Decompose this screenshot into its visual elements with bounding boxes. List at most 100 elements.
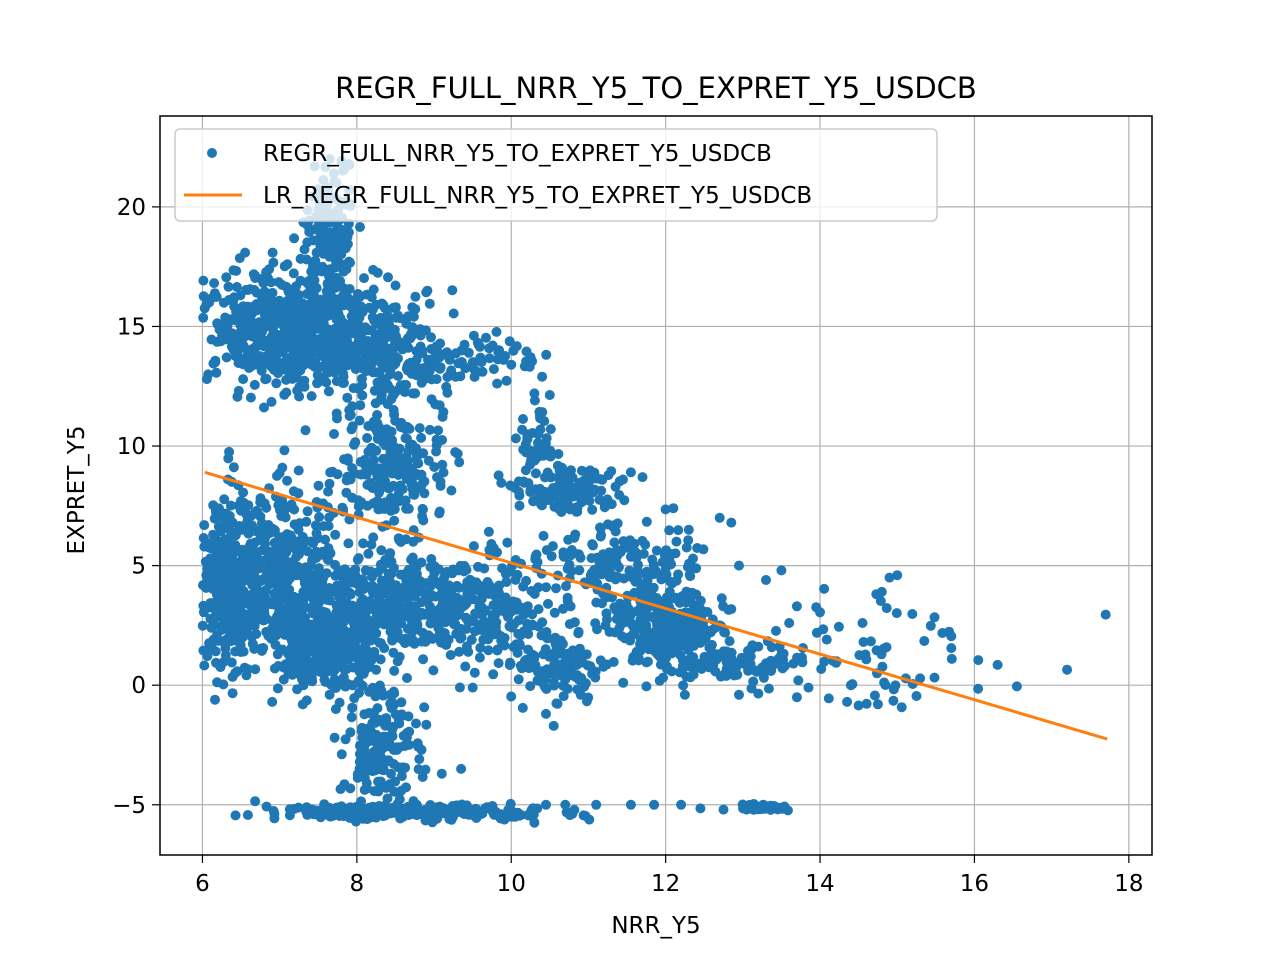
scatter-point [298, 655, 309, 665]
scatter-point [394, 534, 405, 545]
scatter-point [493, 347, 504, 358]
scatter-point [683, 524, 694, 535]
scatter-point [426, 632, 437, 643]
scatter-point [549, 607, 560, 618]
scatter-point [259, 286, 270, 297]
scatter-point [409, 591, 420, 602]
scatter-point [383, 272, 393, 283]
scatter-point [571, 506, 582, 517]
scatter-point [763, 683, 774, 694]
scatter-point [992, 659, 1003, 670]
scatter-point [344, 405, 355, 416]
scatter-point [726, 653, 737, 664]
scatter-point [245, 561, 256, 572]
scatter-point [479, 626, 490, 637]
scatter-point [656, 624, 667, 635]
scatter-point [842, 696, 853, 707]
scatter-point [372, 471, 383, 482]
scatter-point [564, 559, 575, 570]
scatter-point [223, 281, 234, 292]
scatter-point [233, 525, 244, 536]
scatter-point [402, 727, 413, 738]
scatter-point [488, 364, 499, 375]
scatter-point [325, 467, 336, 478]
scatter-point [444, 814, 455, 825]
scatter-point [238, 487, 249, 498]
scatter-point [537, 371, 548, 382]
scatter-point [373, 776, 384, 787]
scatter-point [595, 474, 605, 484]
scatter-point [496, 477, 507, 488]
scatter-point [272, 683, 283, 694]
scatter-point [448, 308, 459, 319]
scatter-point [225, 500, 236, 511]
scatter-point [510, 811, 521, 822]
scatter-point [342, 455, 353, 466]
scatter-points [197, 154, 1111, 828]
scatter-point [656, 574, 667, 585]
scatter-point [560, 485, 571, 496]
scatter-point [279, 531, 290, 542]
scatter-point [413, 741, 424, 752]
scatter-point [454, 457, 465, 468]
scatter-point [225, 589, 236, 600]
regression-line [204, 470, 1108, 741]
scatter-point [378, 327, 389, 338]
scatter-point [433, 564, 444, 575]
scatter-point [340, 291, 351, 302]
scatter-point [348, 323, 359, 334]
scatter-point [216, 321, 227, 332]
scatter-point [468, 541, 479, 552]
scatter-point [483, 645, 494, 656]
scatter-point [692, 543, 703, 553]
scatter-point [518, 444, 529, 455]
scatter-point [657, 645, 668, 655]
scatter-point [493, 658, 504, 669]
y-tick-label: 10 [117, 434, 146, 460]
scatter-point [1011, 681, 1022, 692]
scatter-point [280, 363, 291, 373]
scatter-point [372, 616, 383, 627]
scatter-point [327, 811, 338, 822]
scatter-point [421, 719, 432, 730]
regression-line-segment [204, 470, 1108, 741]
scatter-point [353, 336, 364, 347]
scatter-point [320, 676, 331, 687]
scatter-point [371, 729, 382, 740]
x-tick-label: 16 [960, 871, 989, 897]
scatter-point [354, 312, 365, 323]
scatter-point [366, 358, 377, 369]
scatter-point [475, 352, 486, 363]
scatter-point [640, 539, 651, 550]
scatter-point [350, 437, 361, 448]
scatter-point [242, 664, 253, 675]
scatter-point [718, 601, 729, 612]
scatter-point [625, 467, 636, 478]
scatter-point [298, 379, 309, 390]
x-tick-label: 12 [651, 871, 680, 897]
scatter-point [590, 672, 601, 683]
scatter-point [371, 367, 381, 378]
scatter-point [271, 355, 282, 366]
scatter-point [678, 594, 689, 605]
scatter-point [263, 549, 274, 560]
scatter-point [234, 253, 245, 264]
scatter-point [282, 475, 293, 486]
scatter-point [206, 293, 217, 304]
scatter-point [245, 328, 256, 339]
scatter-point [718, 804, 729, 815]
scatter-point [651, 545, 662, 556]
scatter-point [443, 634, 454, 645]
scatter-point [285, 573, 296, 584]
scatter-point [382, 608, 393, 619]
scatter-point [569, 617, 580, 628]
scatter-point [545, 472, 556, 483]
scatter-point [282, 543, 293, 554]
scatter-point [417, 503, 428, 514]
scatter-point [390, 280, 401, 291]
scatter-point [324, 332, 335, 343]
scatter-point [268, 806, 279, 816]
scatter-point [310, 255, 321, 266]
scatter-point [355, 400, 366, 411]
scatter-point [456, 625, 467, 636]
